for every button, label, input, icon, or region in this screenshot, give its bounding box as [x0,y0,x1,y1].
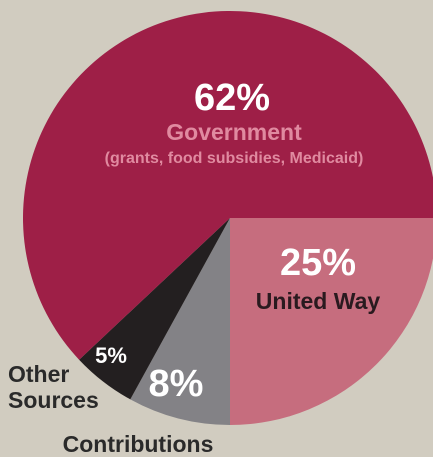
slice-label-other-sources-line2: Sources [8,387,99,413]
slice-pct-label-government: 62% [194,77,270,119]
slice-label-other-sources: Other Sources [8,361,99,413]
slice-label-united-way: United Way [256,288,381,314]
slice-other-sources [79,218,231,400]
slice-sublabel-government: (grants, food subsidies, Medicaid) [105,150,364,167]
pie-slices [23,11,433,425]
pie-labels: 62% Government (grants, food subsidies, … [8,77,380,457]
slice-label-contributions: Contributions [63,431,214,457]
slice-label-government: Government [166,119,302,145]
slice-united-way [230,218,433,425]
slice-pct-label-united-way: 25% [280,242,356,284]
slice-contributions [130,218,230,425]
slice-government [23,11,433,360]
slice-pct-label-other-sources: 5% [95,343,127,368]
slice-pct-label-contributions: 8% [149,363,204,405]
slice-label-other-sources-line1: Other [8,361,69,387]
